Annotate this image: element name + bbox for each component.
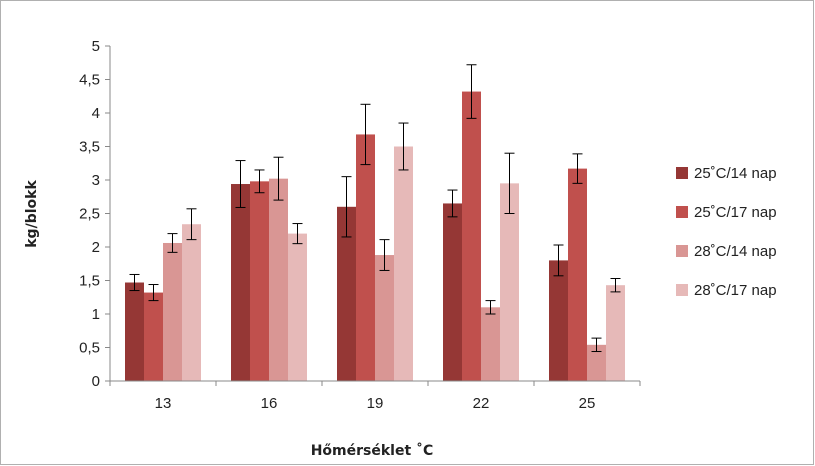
bar [182, 224, 201, 381]
bar [231, 184, 250, 381]
error-bar [292, 223, 303, 245]
bar [250, 181, 269, 381]
legend-swatch [676, 245, 688, 257]
error-bars [129, 64, 621, 353]
y-tick-label: 3,5 [79, 139, 100, 156]
bar [394, 146, 413, 381]
bar [568, 168, 587, 381]
legend-label: 25˚C/14 nap [694, 165, 777, 182]
error-bar [254, 169, 265, 194]
y-tick-label: 2,5 [79, 206, 100, 223]
error-bar [398, 122, 409, 171]
error-bar [341, 176, 352, 238]
bar [337, 206, 356, 381]
error-bar [553, 244, 564, 277]
x-tick-label: 25 [579, 395, 596, 412]
bar [163, 242, 182, 381]
y-tick-label: 5 [92, 38, 100, 55]
error-bar [273, 156, 284, 201]
y-tick-label: 4 [92, 105, 100, 122]
error-bar [466, 64, 477, 119]
legend-label: 28˚C/17 nap [694, 282, 777, 299]
bar [269, 178, 288, 381]
x-tick-label: 22 [473, 395, 490, 412]
bar [606, 285, 625, 381]
bar [356, 134, 375, 381]
x-tick-label: 16 [261, 395, 278, 412]
error-bar [360, 103, 371, 166]
legend-label: 25˚C/17 nap [694, 204, 777, 221]
bar [462, 91, 481, 381]
y-tick-label: 3 [92, 172, 100, 189]
error-bar [485, 300, 496, 315]
bars [125, 91, 625, 381]
error-bar [167, 233, 178, 253]
error-bar [447, 189, 458, 218]
legend-swatch [676, 284, 688, 296]
bar [144, 292, 163, 381]
y-tick-label: 1,5 [79, 273, 100, 290]
bar [375, 255, 394, 381]
x-tick-label: 13 [155, 395, 172, 412]
y-tick-label: 4,5 [79, 72, 100, 89]
bar [587, 344, 606, 381]
error-bar [186, 208, 197, 241]
error-bar [610, 277, 621, 293]
legend-swatch [676, 167, 688, 179]
legend-swatch [676, 206, 688, 218]
error-bar [129, 273, 140, 292]
bar [288, 233, 307, 381]
legend-label: 28˚C/14 nap [694, 243, 777, 260]
error-bar [235, 160, 246, 208]
error-bar [379, 239, 390, 271]
x-axis-title: Hőmérséklet ˚C [311, 442, 434, 459]
y-axis-ticks: 0 0,5 1 1,5 2 2,5 3 3,5 4 4,5 5 [79, 38, 110, 390]
error-bar [591, 337, 602, 353]
bar [500, 183, 519, 381]
legend: 25˚C/14 nap 25˚C/17 nap 28˚C/14 nap 28˚C/17… [676, 165, 777, 299]
bar [443, 203, 462, 381]
y-tick-label: 0,5 [79, 340, 100, 357]
x-tick-label: 19 [367, 395, 384, 412]
bar [125, 282, 144, 381]
bar [549, 260, 568, 381]
bar [481, 307, 500, 381]
y-tick-label: 1 [92, 306, 100, 323]
error-bar [148, 284, 159, 302]
error-bar [572, 153, 583, 184]
y-tick-label: 2 [92, 239, 100, 256]
error-bar [504, 152, 515, 214]
y-axis-title: kg/blokk [24, 180, 40, 248]
x-axis-ticks: 13 16 19 22 25 [109, 381, 641, 412]
y-tick-label: 0 [92, 373, 100, 390]
